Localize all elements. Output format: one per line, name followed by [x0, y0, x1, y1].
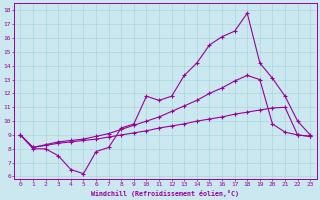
- X-axis label: Windchill (Refroidissement éolien,°C): Windchill (Refroidissement éolien,°C): [91, 190, 239, 197]
